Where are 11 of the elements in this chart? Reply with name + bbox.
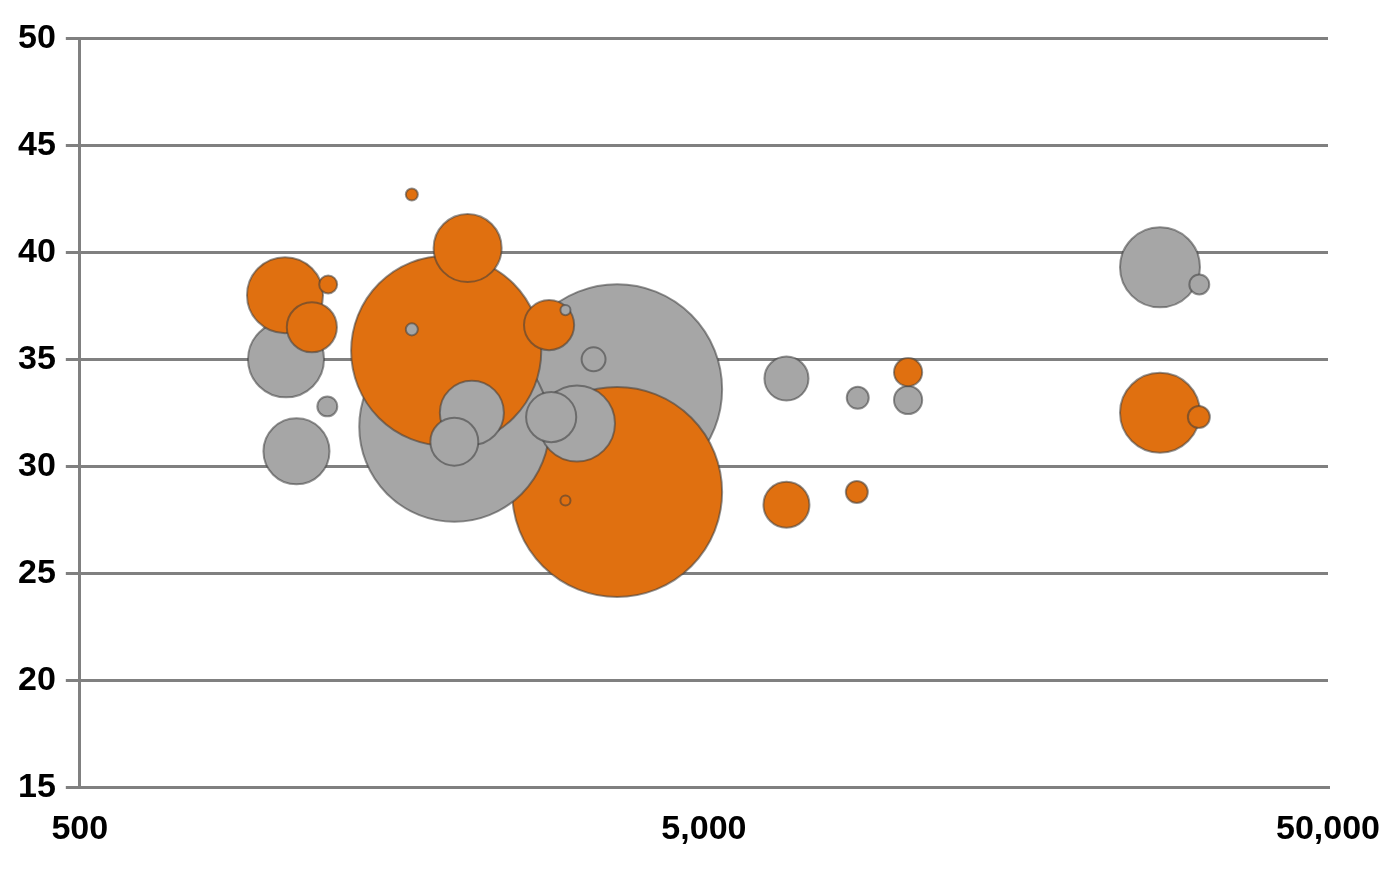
- y-tick-label: 45: [17, 123, 56, 162]
- y-tick-label: 35: [17, 337, 56, 376]
- y-tick-label: 40: [17, 230, 56, 269]
- y-tick-label: 15: [17, 765, 56, 804]
- y-tick-label: 20: [17, 658, 56, 697]
- y-tick-label: 50: [17, 16, 56, 55]
- x-tick-label: 5,000: [661, 807, 747, 846]
- y-tick-label: 25: [17, 551, 56, 590]
- x-tick-label: 500: [51, 807, 109, 846]
- y-tick-label: 30: [17, 444, 56, 483]
- x-tick-label: 50,000: [1276, 807, 1380, 846]
